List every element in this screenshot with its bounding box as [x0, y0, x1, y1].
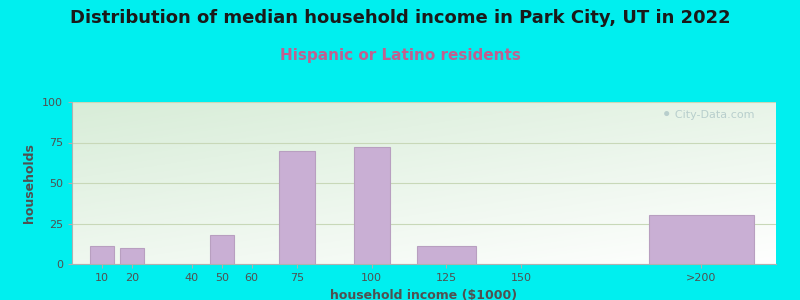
- Text: Hispanic or Latino residents: Hispanic or Latino residents: [279, 48, 521, 63]
- Bar: [278, 151, 314, 264]
- Bar: [649, 215, 754, 264]
- Bar: [210, 235, 234, 264]
- Text: Distribution of median household income in Park City, UT in 2022: Distribution of median household income …: [70, 9, 730, 27]
- Bar: [120, 248, 144, 264]
- Text: ⚫ City-Data.com: ⚫ City-Data.com: [662, 110, 755, 120]
- Bar: [90, 246, 114, 264]
- X-axis label: household income ($1000): household income ($1000): [330, 289, 518, 300]
- Bar: [354, 147, 390, 264]
- Y-axis label: households: households: [23, 143, 37, 223]
- Bar: [417, 246, 477, 264]
